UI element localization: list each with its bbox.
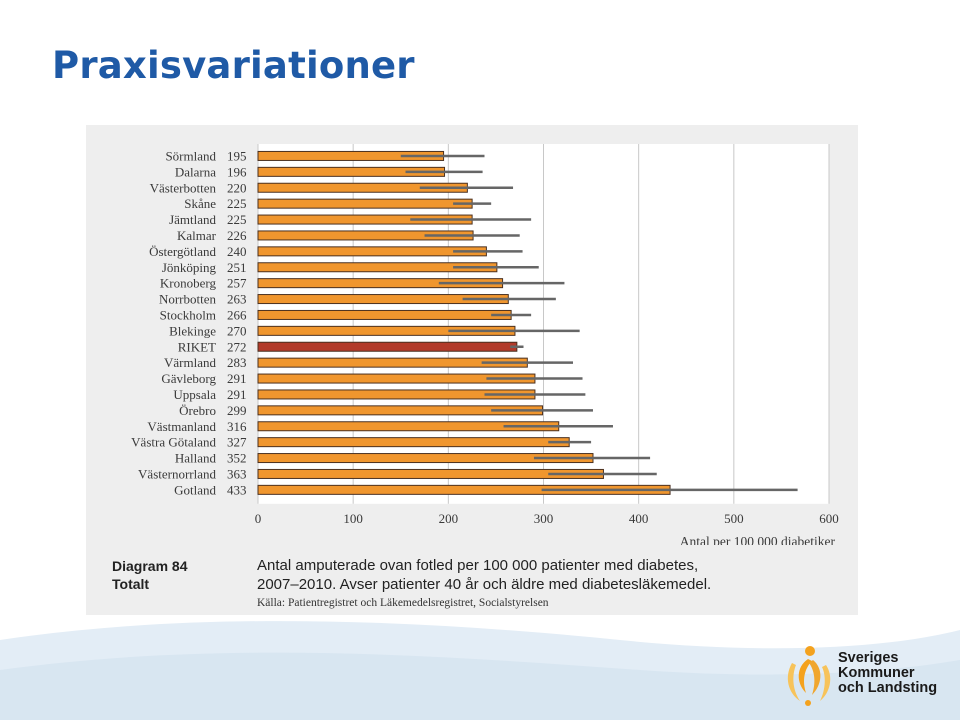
value-label: 225: [227, 196, 247, 211]
value-label: 225: [227, 212, 247, 227]
slide-title: Praxisvariationer: [52, 44, 415, 87]
x-tick-label-0: 0: [255, 511, 262, 526]
category-label: RIKET: [178, 339, 216, 354]
bar: [257, 198, 473, 209]
x-tick-label-300: 300: [534, 511, 554, 526]
category-label: Västerbotten: [150, 180, 217, 195]
value-label: 272: [227, 339, 247, 354]
category-label: Östergötland: [149, 244, 216, 259]
bar-chart: 0 100 200 300 400 500 600 Sörmland 195 Dalarna 196…: [131, 144, 839, 545]
x-axis-label: Antal per 100 000 diabetiker: [680, 534, 836, 545]
x-tick-label-100: 100: [343, 511, 363, 526]
category-label: Norrbotten: [159, 292, 217, 307]
skl-logo-icon: [787, 646, 831, 706]
category-label: Värmland: [164, 355, 216, 370]
category-label: Blekinge: [169, 323, 216, 338]
value-label: 266: [227, 307, 247, 322]
value-label: 195: [227, 148, 247, 163]
category-label: Västmanland: [147, 419, 216, 434]
category-label: Jönköping: [162, 260, 217, 275]
x-tick-label-200: 200: [439, 511, 459, 526]
bar: [257, 437, 570, 448]
value-label: 283: [227, 355, 247, 370]
category-label: Halland: [175, 451, 217, 466]
value-label: 226: [227, 228, 247, 243]
category-label: Kronoberg: [160, 276, 217, 291]
category-label: Skåne: [184, 196, 216, 211]
diagram-subtitle: Totalt: [112, 576, 150, 592]
category-label: Dalarna: [175, 164, 216, 179]
x-tick-label-600: 600: [819, 511, 839, 526]
value-label: 220: [227, 180, 247, 195]
category-label: Gotland: [174, 482, 216, 497]
value-label: 270: [227, 323, 247, 338]
category-label: Stockholm: [160, 307, 216, 322]
x-tick-label-500: 500: [724, 511, 744, 526]
value-label: 291: [227, 371, 247, 386]
value-label: 299: [227, 403, 247, 418]
logo-line-3: och Landsting: [838, 680, 938, 696]
caption-source: Källa: Patientregistret och Läkemedelsre…: [257, 597, 549, 609]
logo-line-1: Sveriges: [838, 650, 899, 666]
value-label: 263: [227, 292, 247, 307]
skl-logo-text: Sveriges Kommuner och Landsting: [838, 651, 937, 696]
category-label: Jämtland: [169, 212, 216, 227]
category-label: Gävleborg: [161, 371, 216, 386]
value-label: 327: [227, 435, 247, 450]
value-label: 257: [227, 276, 247, 291]
category-label: Uppsala: [173, 387, 216, 402]
value-label: 251: [227, 260, 247, 275]
value-label: 196: [227, 164, 247, 179]
x-tick-label-400: 400: [629, 511, 649, 526]
value-label: 291: [227, 387, 247, 402]
diagram-number: Diagram 84: [112, 558, 188, 574]
bar: [257, 309, 512, 320]
logo-line-2: Kommuner: [838, 665, 915, 681]
category-label: Sörmland: [165, 148, 216, 163]
value-label: 316: [227, 419, 247, 434]
category-label: Västernorrland: [138, 466, 216, 481]
category-label: Örebro: [179, 403, 216, 418]
value-label: 352: [227, 451, 247, 466]
caption-line-2: 2007–2010. Avser patienter 40 år och äld…: [257, 576, 712, 593]
category-label: Kalmar: [177, 228, 217, 243]
category-label: Västra Götaland: [131, 435, 216, 450]
value-label: 363: [227, 466, 247, 481]
bar-riket: [257, 341, 518, 352]
footer-wave-decoration: [0, 621, 960, 720]
chart-panel: 0 100 200 300 400 500 600 Sörmland 195 Dalarna 196…: [86, 125, 858, 615]
bar: [257, 246, 487, 257]
value-label: 240: [227, 244, 247, 259]
value-label: 433: [227, 482, 247, 497]
caption-line-1: Antal amputerade ovan fotled per 100 000…: [257, 557, 699, 574]
